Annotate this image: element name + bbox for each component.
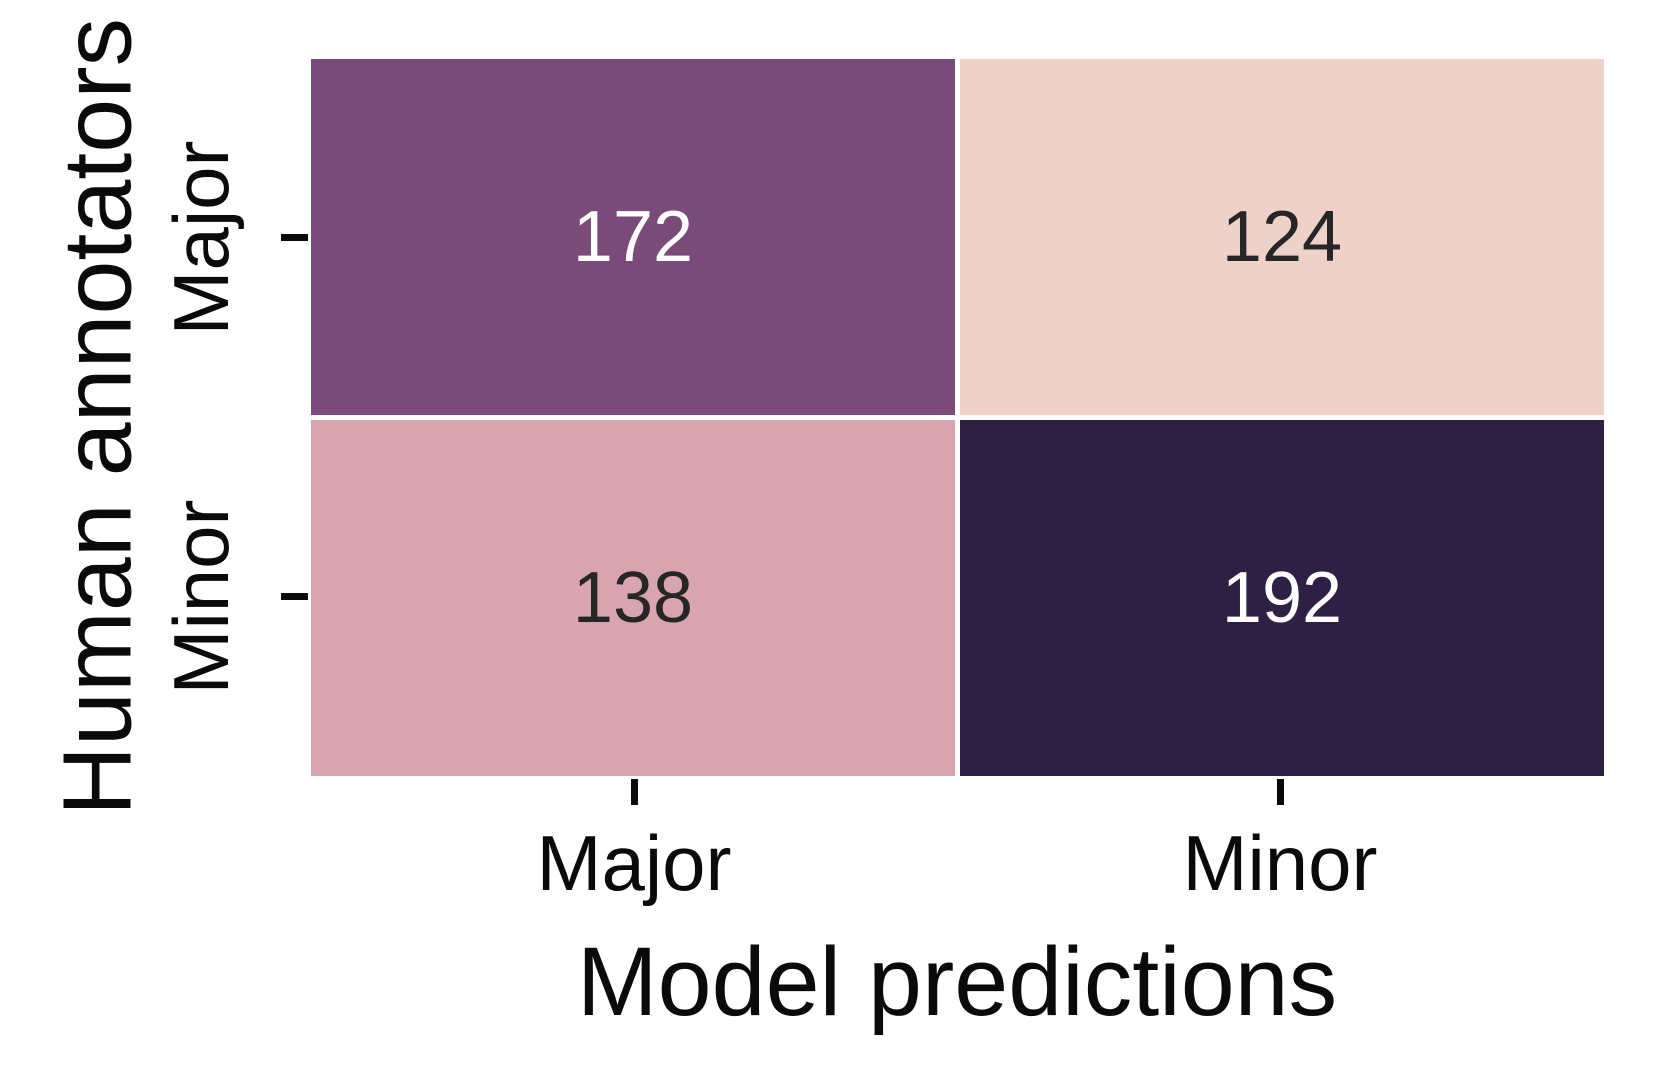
x-tick-label-major: Major — [536, 819, 732, 907]
y-tick-label-major: Major — [157, 140, 245, 336]
x-axis-tick-major — [631, 779, 638, 805]
heatmap-grid: 172 124 138 192 — [311, 59, 1604, 776]
x-axis-label: Model predictions — [576, 927, 1338, 1036]
heatmap-cell-human-minor-model-major: 138 — [311, 420, 955, 776]
x-axis-tick-minor — [1277, 779, 1284, 805]
heatmap-cell-human-minor-model-minor: 192 — [960, 420, 1604, 776]
y-axis-tick-major — [281, 234, 308, 241]
y-axis-label: Human annotators — [42, 17, 152, 817]
heatmap-cell-human-major-model-minor: 124 — [960, 59, 1604, 415]
heatmap-cell-human-major-model-major: 172 — [311, 59, 955, 415]
x-tick-label-minor: Minor — [1182, 819, 1378, 907]
y-axis-tick-minor — [281, 593, 308, 600]
y-tick-label-minor: Minor — [157, 499, 245, 695]
